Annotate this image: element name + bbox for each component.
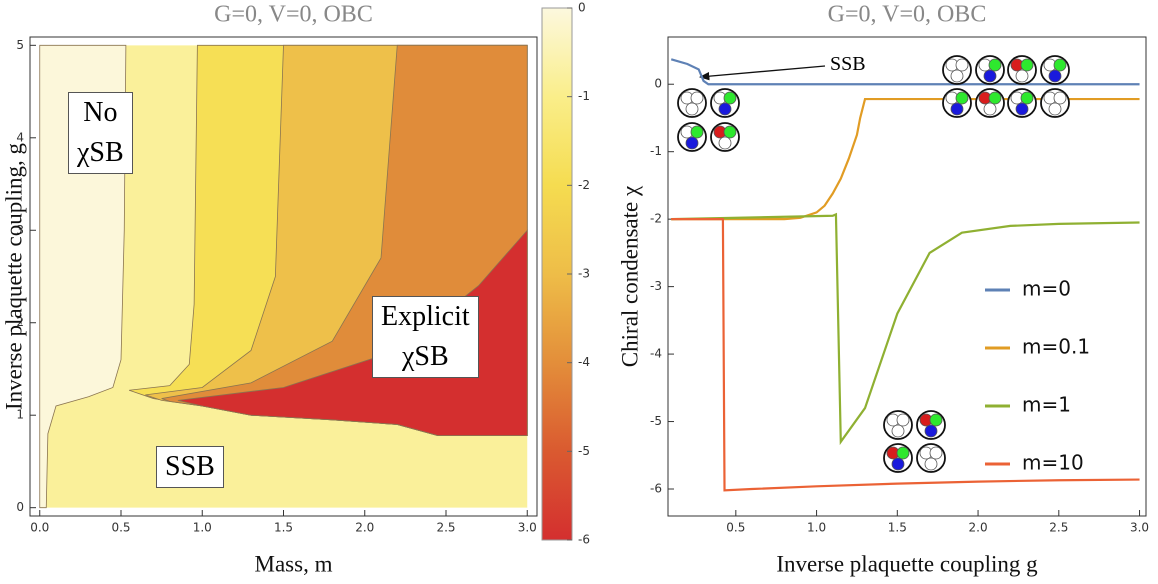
icon-dot — [989, 92, 1001, 104]
legend-label: m=0.1 — [1022, 335, 1090, 359]
colorbar-tick-label: -1 — [578, 89, 590, 103]
legend-label: m=10 — [1022, 451, 1084, 475]
icon-dot — [925, 425, 937, 437]
x-tick-label: 1.5 — [888, 521, 907, 535]
icon-dot — [897, 447, 909, 459]
arrow — [700, 66, 825, 77]
y-tick-label: -2 — [650, 212, 662, 226]
y-tick-label: 0 — [16, 500, 24, 514]
y-axis-label: Inverse plaquette coupling, g — [1, 143, 26, 410]
figure: 0.00.51.01.52.02.53.0012345G=0, V=0, OBC… — [0, 0, 1158, 584]
y-tick-label: 4 — [16, 130, 24, 144]
icon-dot — [1049, 70, 1061, 82]
colorbar-tick-label: -6 — [578, 533, 590, 547]
icon-dot — [719, 103, 731, 115]
page: 0.00.51.01.52.02.53.0012345G=0, V=0, OBC… — [0, 0, 1158, 584]
plot-frame — [668, 37, 1146, 516]
icon-dot — [897, 414, 909, 426]
annotation: SSB — [165, 447, 215, 487]
chart-title: G=0, V=0, OBC — [828, 2, 987, 28]
icon-dot — [1016, 70, 1028, 82]
annotation-box: Explicit χSB — [372, 296, 479, 378]
colorbar-tick-label: 0 — [578, 1, 586, 15]
icon-dot — [892, 458, 904, 470]
icon-dot — [691, 92, 703, 104]
icon-dot — [984, 70, 996, 82]
y-tick-label: -6 — [650, 482, 662, 496]
y-axis-label: Chiral condensate χ — [617, 185, 642, 367]
icon-dot — [930, 414, 942, 426]
icon-dot — [724, 92, 736, 104]
chart-title: G=0, V=0, OBC — [214, 2, 373, 28]
icon-dot — [686, 137, 698, 149]
colorbar-tick-label: -2 — [578, 178, 590, 192]
icon-dot — [930, 447, 942, 459]
icon-dot — [989, 59, 1001, 71]
x-tick-label: 2.5 — [1049, 521, 1068, 535]
colorbar-tick-label: -5 — [578, 444, 590, 458]
icon-dot — [951, 103, 963, 115]
x-tick-label: 3.0 — [1130, 521, 1149, 535]
icon-dot — [719, 137, 731, 149]
x-tick-label: 2.5 — [436, 521, 455, 535]
annotation: Explicit — [381, 297, 470, 337]
icon-dot — [1049, 103, 1061, 115]
x-tick-label: 3.0 — [518, 521, 537, 535]
legend-label: m=1 — [1022, 393, 1071, 417]
x-tick-label: 2.0 — [355, 521, 374, 535]
annotation-box: No χSB — [68, 92, 133, 174]
icon-dot — [892, 425, 904, 437]
icon-dot — [1054, 59, 1066, 71]
annotation: SSB — [830, 53, 866, 76]
y-tick-label: -1 — [650, 144, 662, 158]
legend-label: m=0 — [1022, 277, 1071, 301]
colorbar-tick-label: -3 — [578, 267, 590, 281]
annotation: No — [77, 93, 124, 133]
x-tick-label: 1.5 — [274, 521, 293, 535]
x-tick-label: 1.0 — [193, 521, 212, 535]
annotation-box: SSB — [156, 446, 224, 488]
icon-dot — [686, 103, 698, 115]
icon-dot — [691, 126, 703, 138]
x-tick-label: 0.5 — [111, 521, 130, 535]
colorbar-tick-label: -4 — [578, 355, 590, 369]
icon-dot — [925, 458, 937, 470]
icon-dot — [951, 70, 963, 82]
icon-dot — [724, 126, 736, 138]
y-tick-label: -5 — [650, 414, 662, 428]
icon-dot — [984, 103, 996, 115]
x-tick-label: 2.0 — [969, 521, 988, 535]
annotation: χSB — [77, 133, 124, 173]
x-tick-label: 1.0 — [807, 521, 826, 535]
icon-dot — [1021, 92, 1033, 104]
x-axis-label: Mass, m — [255, 551, 333, 576]
icon-dot — [1054, 92, 1066, 104]
y-tick-label: -3 — [650, 279, 662, 293]
x-tick-label: 0.5 — [726, 521, 745, 535]
x-tick-label: 0.0 — [30, 521, 49, 535]
y-tick-label: -4 — [650, 347, 662, 361]
icon-dot — [1021, 59, 1033, 71]
icon-dot — [956, 59, 968, 71]
icon-dot — [956, 92, 968, 104]
y-tick-label: 5 — [16, 38, 24, 52]
y-tick-label: 0 — [654, 77, 662, 91]
icon-dot — [1016, 103, 1028, 115]
x-axis-label: Inverse plaquette coupling g — [776, 551, 1038, 576]
annotation: χSB — [381, 337, 470, 377]
line-series — [671, 99, 1139, 219]
